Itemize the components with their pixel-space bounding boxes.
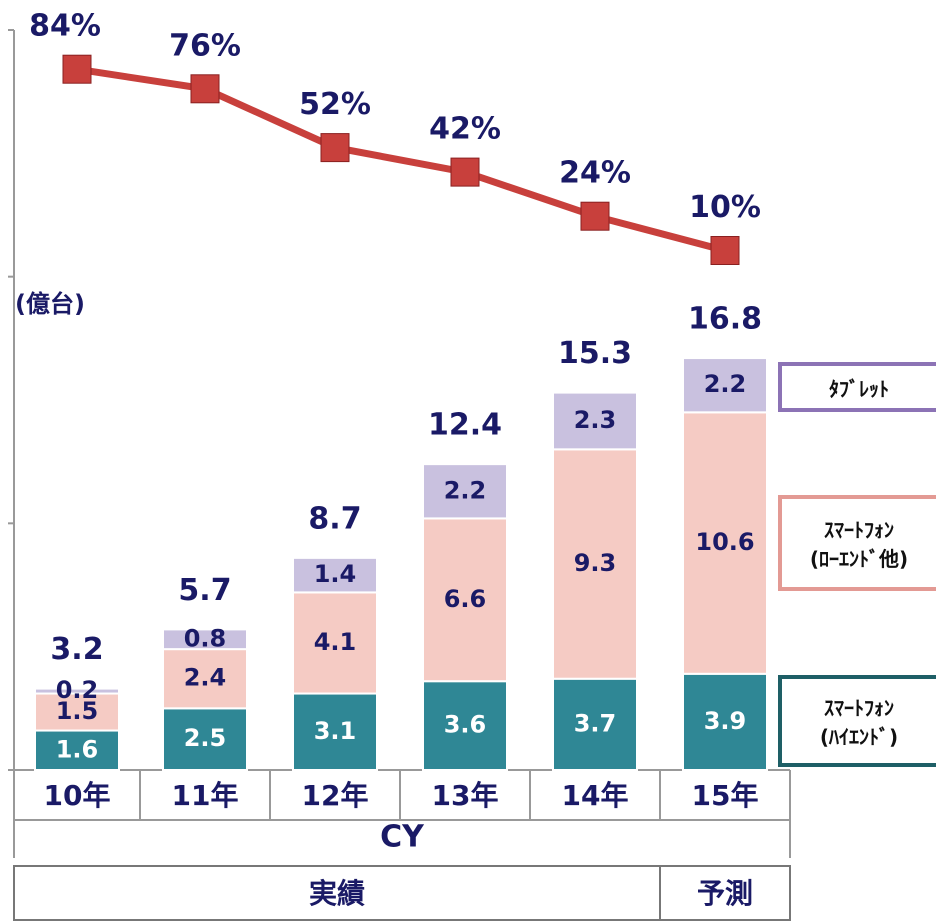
value-label: 1.5 <box>56 697 99 725</box>
value-label: 10.6 <box>695 528 754 556</box>
value-label: 3.6 <box>444 711 487 739</box>
line-value-label: 76% <box>169 28 241 63</box>
line-value-label: 52% <box>299 87 371 122</box>
line-value-label: 42% <box>429 112 501 147</box>
y-axis-label: (億台) <box>15 290 85 318</box>
value-label: 3.1 <box>314 717 357 745</box>
total-label: 12.4 <box>428 408 502 443</box>
value-label: 0.8 <box>184 624 227 652</box>
x-tick-label: 14年 <box>562 779 629 812</box>
value-label: 6.6 <box>444 585 487 613</box>
bar-segment <box>552 391 638 451</box>
legend-entry: ﾀﾌﾞﾚｯﾄ <box>778 362 936 412</box>
value-label: 0.2 <box>56 676 99 704</box>
line-marker <box>710 236 740 265</box>
bar-segment <box>552 448 638 680</box>
value-label: 2.4 <box>184 664 227 692</box>
total-label: 15.3 <box>558 336 632 371</box>
bar-segment <box>292 692 378 771</box>
value-label: 2.2 <box>444 476 487 504</box>
bar-segment <box>34 729 120 771</box>
total-label: 5.7 <box>178 573 231 608</box>
line-value-label: 24% <box>559 156 631 191</box>
bar-segment <box>552 677 638 772</box>
value-label: 2.2 <box>704 370 747 398</box>
value-label: 2.5 <box>184 724 227 752</box>
line-marker <box>190 74 220 104</box>
x-tick-label: 11年 <box>172 779 239 812</box>
bar-segment <box>422 463 508 520</box>
total-label: 8.7 <box>308 501 361 536</box>
bar-segment <box>34 692 120 732</box>
line <box>76 65 726 254</box>
total-label: 16.8 <box>688 302 762 337</box>
line-marker <box>62 54 92 84</box>
bar-segment <box>682 357 768 414</box>
value-label: 1.4 <box>314 560 357 588</box>
bar-segment <box>682 411 768 675</box>
value-label: 3.7 <box>574 709 617 737</box>
value-label: 2.3 <box>574 406 617 434</box>
bar-segment <box>162 628 248 651</box>
bar-segment <box>292 556 378 594</box>
value-label: 4.1 <box>314 628 357 656</box>
value-label: 1.6 <box>56 735 99 763</box>
total-label: 3.2 <box>50 632 103 667</box>
legend-entry: ｽﾏｰﾄﾌｫﾝ (ﾊｲｴﾝﾄﾞ) <box>778 675 936 767</box>
period-label: 実績 <box>309 877 365 910</box>
x-axis-label: CY <box>380 820 425 855</box>
value-label: 9.3 <box>574 549 617 577</box>
bar-segment <box>162 648 248 710</box>
value-label: 3.9 <box>704 707 747 735</box>
legend-entry: ｽﾏｰﾄﾌｫﾝ (ﾛｰｴﾝﾄﾞ他) <box>778 495 936 591</box>
x-tick-label: 13年 <box>432 779 499 812</box>
x-tick-label: 15年 <box>692 779 759 812</box>
line-value-label: 10% <box>689 190 761 225</box>
bar-segment <box>422 517 508 683</box>
x-tick-label: 10年 <box>44 779 111 812</box>
line-value-label: 84% <box>29 9 101 44</box>
line-marker <box>320 133 350 163</box>
period-label: 予測 <box>697 877 753 910</box>
x-tick-label: 12年 <box>302 779 369 812</box>
bar-segment <box>422 680 508 772</box>
period-box <box>659 865 791 921</box>
line-marker <box>580 201 610 231</box>
line-marker <box>450 157 480 187</box>
bar-segment <box>34 687 120 695</box>
